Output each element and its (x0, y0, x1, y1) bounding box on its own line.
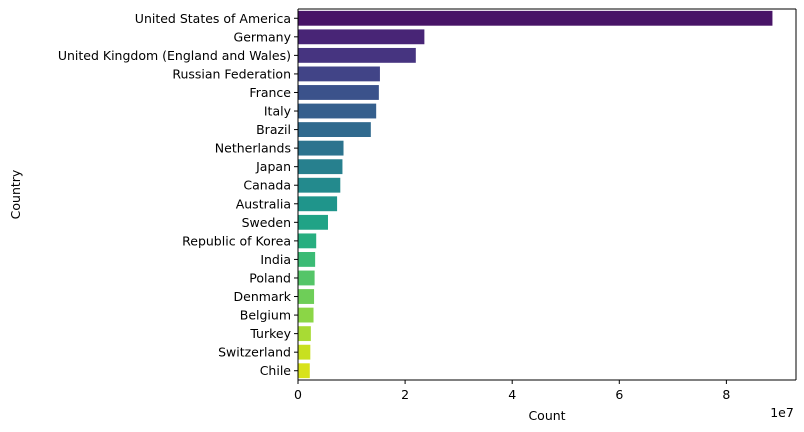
bar (298, 140, 344, 156)
bar (298, 233, 317, 249)
y-tick-label: Denmark (234, 289, 292, 304)
bar (298, 270, 315, 286)
x-tick-label: 4 (508, 387, 516, 402)
x-tick-label: 0 (294, 387, 302, 402)
x-tick-label: 6 (615, 387, 623, 402)
y-tick-group: United States of America Germany United Ki… (58, 11, 298, 378)
y-tick-label: Chile (260, 363, 292, 378)
y-tick-label: Brazil (256, 122, 291, 137)
bar (298, 103, 377, 119)
bar (298, 29, 425, 45)
y-tick-label: Turkey (249, 326, 291, 341)
y-tick-label: Poland (249, 270, 291, 285)
y-tick-label: Sweden (242, 215, 291, 230)
y-tick-label: Australia (236, 196, 291, 211)
y-tick-label: Japan (255, 159, 291, 174)
y-axis-title: Country (8, 169, 23, 219)
bar (298, 326, 311, 342)
y-tick-label: France (249, 85, 291, 100)
bar (298, 344, 311, 360)
y-tick-label: India (260, 252, 291, 267)
bar (298, 252, 316, 267)
y-tick-label: United States of America (135, 11, 291, 26)
bar (298, 289, 315, 304)
bar (298, 307, 314, 323)
y-tick-label: Germany (234, 29, 292, 44)
bar (298, 196, 338, 212)
bars-group (298, 10, 773, 379)
x-tick-label: 8 (722, 387, 730, 402)
y-tick-label: Belgium (240, 308, 291, 323)
y-tick-label: Netherlands (215, 141, 291, 156)
y-tick-label: Russian Federation (172, 66, 291, 81)
y-tick-label: Italy (264, 104, 292, 119)
x-axis-title: Count (528, 408, 565, 423)
x-tick-label: 2 (401, 387, 409, 402)
bar (298, 66, 380, 82)
y-tick-label: Switzerland (218, 345, 291, 360)
x-axis-offset-label: 1e7 (770, 405, 794, 420)
y-tick-label: Republic of Korea (182, 233, 291, 248)
bar (298, 10, 773, 26)
bar (298, 214, 328, 230)
bar (298, 177, 341, 193)
bar (298, 122, 371, 137)
bar (298, 159, 343, 175)
y-tick-label: Canada (243, 178, 291, 193)
y-tick-label: United Kingdom (England and Wales) (58, 48, 291, 63)
bar (298, 85, 379, 100)
x-tick-group: 0 2 4 6 8 (294, 380, 730, 402)
bar (298, 47, 416, 63)
bar (298, 363, 310, 379)
